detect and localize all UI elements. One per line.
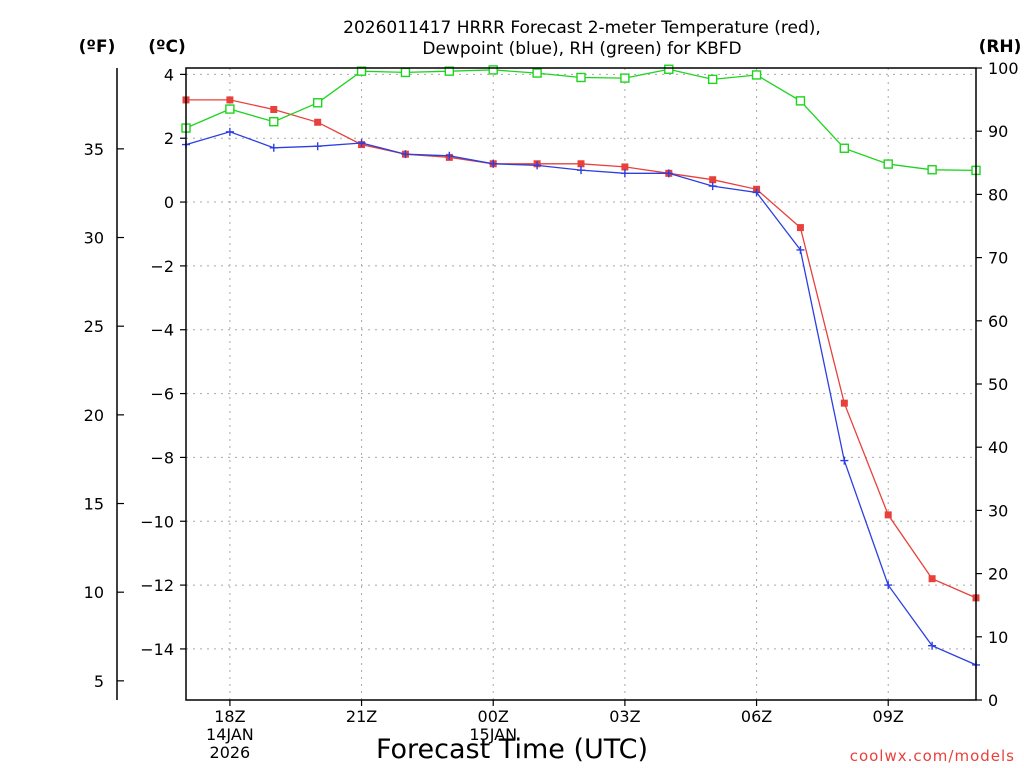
chart-title-line2: Dewpoint (blue), RH (green) for KBFD (422, 39, 741, 59)
rh-point (312, 98, 323, 108)
celsius-tick-label: −6 (150, 385, 174, 404)
rh-tick-label: 40 (988, 438, 1008, 457)
x-tick-label: 14JAN (206, 725, 254, 744)
temperature-point (270, 105, 278, 113)
dewpoint-point (401, 150, 410, 159)
dewpoint-point (796, 245, 805, 254)
fahrenheit-tick-label: 25 (84, 317, 104, 336)
temperature-point (928, 575, 936, 583)
temperature-point (226, 96, 234, 104)
celsius-tick-label: 4 (164, 65, 174, 84)
credit-text: coolwx.com/models (850, 747, 1015, 765)
rh-tick-label: 30 (988, 501, 1008, 520)
rh-point (795, 96, 806, 106)
rh-tick-label: 0 (988, 691, 998, 710)
x-tick-label: 15JAN (469, 725, 517, 744)
rh-point (400, 67, 411, 78)
series-group (181, 64, 981, 669)
celsius-tick-label: −2 (150, 257, 174, 276)
temperature-line (186, 99, 977, 599)
x-tick-label: 09Z (873, 707, 904, 726)
dewpoint-point (489, 159, 498, 168)
dewpoint-point (313, 142, 322, 151)
rh-point (488, 65, 498, 75)
rh-point (269, 117, 279, 127)
x-tick-label: 00Z (478, 707, 509, 726)
rh-tick-label: 60 (988, 312, 1008, 331)
dewpoint-point (708, 182, 717, 191)
dewpoint-point (928, 641, 937, 650)
celsius-tick-label: −8 (150, 448, 174, 467)
dewpoint-point (533, 161, 542, 170)
temperature-point (577, 160, 585, 168)
dewpoint-point (357, 139, 366, 148)
rh-tick-label: 10 (988, 628, 1008, 647)
celsius-unit-label: (ºC) (148, 37, 186, 57)
fahrenheit-tick-label: 10 (84, 583, 104, 602)
x-axis-title: Forecast Time (UTC) (376, 734, 648, 765)
rh-tick-label: 20 (988, 565, 1008, 584)
dewpoint-point (840, 456, 849, 465)
rh-point (225, 104, 235, 114)
temperature-point (796, 224, 804, 232)
rh-line (185, 68, 977, 172)
chart-title-line1: 2026011417 HRRR Forecast 2-meter Tempera… (343, 18, 821, 38)
rh-point (576, 72, 586, 83)
celsius-tick-label: 0 (164, 193, 174, 212)
rh-point (707, 74, 718, 85)
rh-tick-label: 90 (988, 122, 1008, 141)
temperature-point (884, 511, 892, 519)
fahrenheit-tick-label: 35 (84, 140, 104, 159)
celsius-tick-label: −4 (150, 321, 174, 340)
rh-point (839, 143, 850, 153)
celsius-tick-label: −10 (140, 512, 174, 531)
fahrenheit-unit-label: (ºF) (79, 37, 116, 57)
fahrenheit-tick-label: 20 (84, 406, 104, 425)
temperature-point (840, 399, 848, 407)
rh-unit-label: (RH) (979, 37, 1022, 57)
dewpoint-point (752, 188, 761, 197)
dewpoint-point (620, 169, 629, 178)
celsius-tick-label: −14 (140, 640, 174, 659)
fahrenheit-tick-label: 5 (94, 672, 104, 691)
temperature-point (314, 118, 322, 126)
rh-point (664, 64, 674, 74)
rh-tick-label: 50 (988, 375, 1008, 394)
dewpoint-point (884, 581, 893, 590)
rh-tick-label: 100 (988, 59, 1019, 78)
x-tick-label: 21Z (346, 707, 377, 726)
temperature-point (621, 163, 629, 171)
rh-point (751, 70, 762, 80)
rh-tick-label: 80 (988, 185, 1008, 204)
celsius-tick-label: 2 (164, 129, 174, 148)
celsius-tick-label: −12 (140, 576, 174, 595)
rh-point (927, 165, 937, 175)
series-layer (181, 64, 981, 669)
fahrenheit-tick-label: 15 (84, 495, 104, 514)
dewpoint-point (445, 151, 454, 160)
fahrenheit-tick-label: 30 (84, 229, 104, 248)
temperature-point (709, 176, 717, 184)
x-tick-label: 18Z (214, 707, 245, 726)
rh-point (620, 73, 630, 83)
x-tick-label: 03Z (609, 707, 640, 726)
dewpoint-point (577, 166, 585, 175)
dewpoint-line (185, 131, 977, 666)
x-tick-label: 06Z (741, 707, 772, 726)
dewpoint-point (225, 127, 234, 136)
x-tick-label: 2026 (210, 743, 251, 762)
rh-point (356, 66, 367, 76)
dewpoint-point (269, 143, 278, 152)
rh-point (444, 66, 455, 76)
rh-point (532, 68, 542, 78)
rh-tick-label: 70 (988, 249, 1008, 268)
rh-point (883, 159, 893, 169)
dewpoint-point (664, 169, 673, 178)
